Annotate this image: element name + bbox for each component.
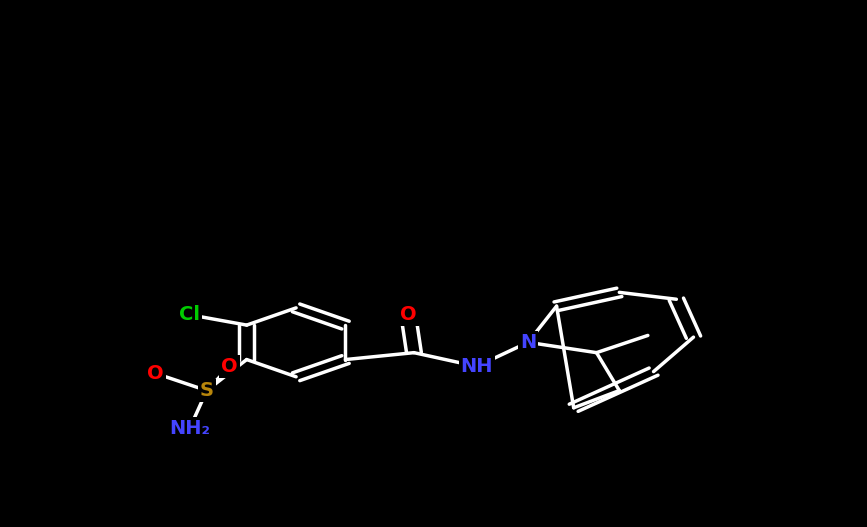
Text: O: O	[400, 305, 416, 324]
Text: N: N	[520, 333, 536, 352]
Text: NH₂: NH₂	[169, 419, 210, 438]
Text: O: O	[147, 364, 164, 383]
Text: NH: NH	[460, 357, 493, 376]
Text: Cl: Cl	[179, 305, 200, 324]
Text: S: S	[199, 381, 214, 400]
Text: O: O	[221, 357, 238, 376]
